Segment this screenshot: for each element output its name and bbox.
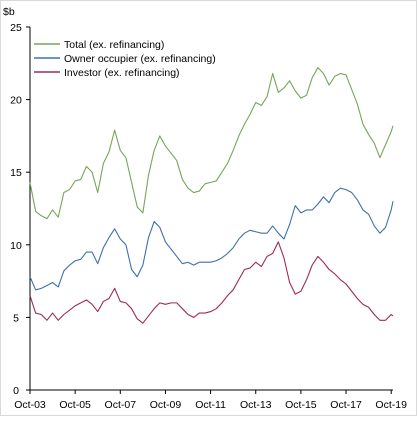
- y-tick-label: 20: [10, 95, 22, 107]
- x-tick-label: Oct-19: [375, 399, 407, 411]
- x-tick-label: Oct-07: [105, 399, 137, 411]
- y-tick-label: 0: [13, 385, 19, 397]
- y-tick-label: 15: [10, 167, 22, 179]
- legend-label-1: Total (ex. refinancing): [64, 39, 164, 51]
- x-tick-label: Oct-13: [240, 399, 272, 411]
- series-line-1: [29, 67, 394, 220]
- legend-label-2: Owner occupier (ex. refinancing): [64, 53, 216, 65]
- x-tick-label: Oct-05: [59, 399, 91, 411]
- y-tick-label: 5: [13, 312, 19, 324]
- x-tick-label: Oct-09: [150, 399, 182, 411]
- series-line-3: [29, 241, 394, 324]
- x-tick-label: Oct-11: [195, 399, 226, 411]
- y-tick-label: 10: [10, 240, 22, 252]
- x-tick-label: Oct-03: [14, 399, 46, 411]
- legend-label-3: Investor (ex. refinancing): [64, 67, 180, 79]
- y-tick-label: 25: [10, 22, 22, 34]
- y-axis-label: $b: [3, 6, 15, 18]
- x-tick-label: Oct-17: [330, 399, 362, 411]
- x-tick-label: Oct-15: [285, 399, 317, 411]
- series-line-2: [29, 187, 394, 291]
